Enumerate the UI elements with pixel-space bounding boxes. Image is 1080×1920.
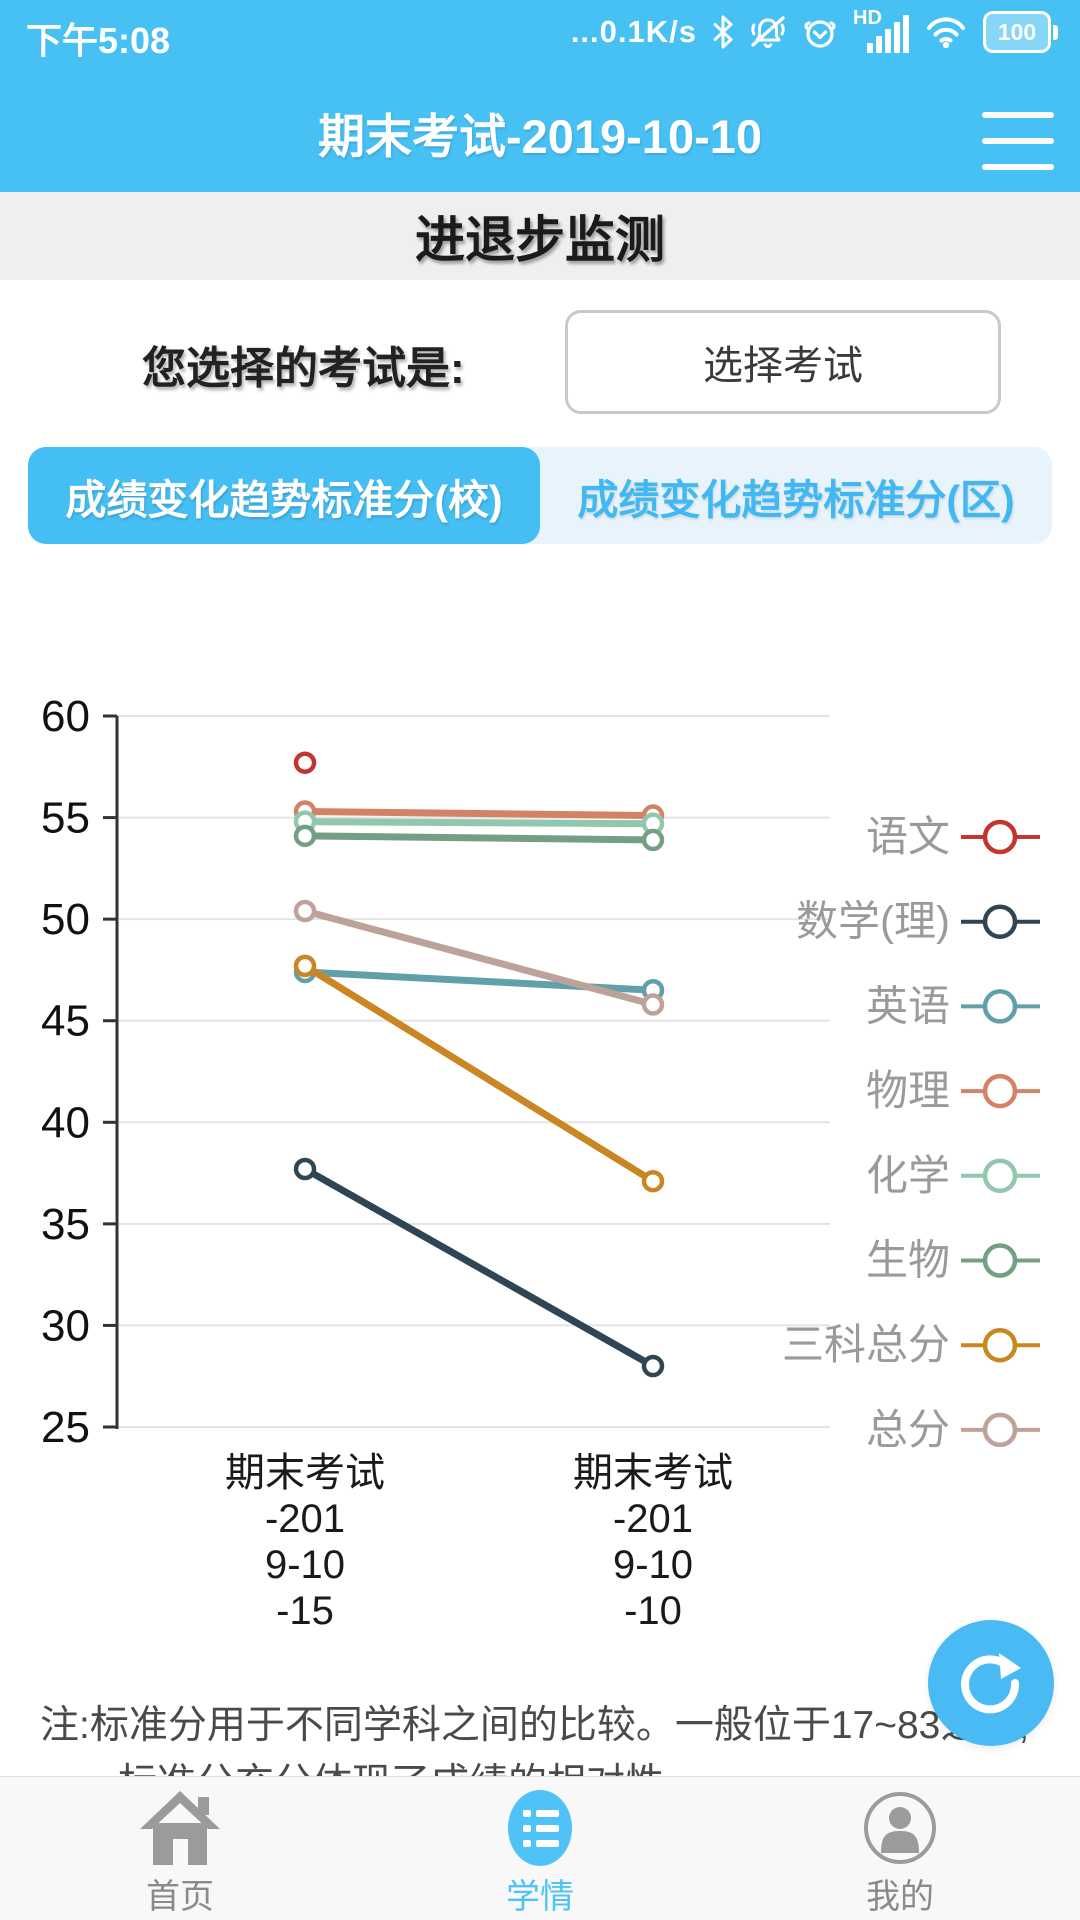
nav-item-report[interactable]: 学情 bbox=[360, 1777, 720, 1920]
legend-label-物理: 物理 bbox=[866, 1067, 950, 1114]
legend-marker bbox=[982, 1073, 1018, 1109]
series-line-生物 bbox=[301, 832, 657, 844]
status-icons: ...0.1K/s HD bbox=[570, 7, 1058, 56]
status-time: 下午5:08 bbox=[26, 20, 171, 61]
section-header: 进退步监测 bbox=[0, 192, 1080, 280]
hd-badge: HD bbox=[853, 7, 882, 29]
legend-marker bbox=[982, 1327, 1018, 1363]
y-tick-label: 55 bbox=[41, 794, 90, 843]
tab-district-standard-score[interactable]: 成绩变化趋势标准分(区) bbox=[577, 476, 1015, 523]
select-exam-button[interactable]: 选择考试 bbox=[565, 310, 1001, 414]
nav-item-home[interactable]: 首页 bbox=[0, 1777, 360, 1920]
report-list-icon bbox=[507, 1789, 573, 1867]
series-line-物理 bbox=[301, 807, 657, 820]
legend-marker bbox=[982, 1243, 1018, 1278]
legend-label-化学: 化学 bbox=[866, 1152, 950, 1199]
data-point-总分 bbox=[293, 899, 317, 923]
bottom-nav: 首页 学情 bbox=[0, 1776, 1080, 1920]
series-line-化学 bbox=[301, 818, 657, 828]
trend-tabs: 成绩变化趋势标准分(校) 成绩变化趋势标准分(区) bbox=[28, 447, 1052, 544]
x-axis-label: 期末考试 bbox=[573, 1451, 733, 1495]
legend-label-语文: 语文 bbox=[866, 813, 950, 860]
x-axis-label: -15 bbox=[276, 1589, 334, 1633]
page-title: 期末考试-2019-10-10 bbox=[317, 110, 763, 163]
signal-bars-icon: HD bbox=[853, 7, 909, 55]
hamburger-menu-icon[interactable] bbox=[982, 112, 1054, 170]
legend-marker bbox=[982, 989, 1018, 1024]
y-tick-label: 50 bbox=[41, 895, 90, 944]
nav-label-home: 首页 bbox=[146, 1878, 214, 1916]
trend-chart: 25 30 35 40 45 50 55 60 期末考试 -201 9-10 -15 期末考试 -201 9… bbox=[0, 560, 1080, 1655]
legend-label-英语: 英语 bbox=[866, 982, 950, 1029]
data-point-生物 bbox=[641, 828, 665, 852]
chart-note-line1: 注:标准分用于不同学科之间的比较。一般位于17~83之间, bbox=[40, 1704, 1030, 1747]
app-bar: 下午5:08 ...0.1K/s HD bbox=[0, 0, 1080, 192]
home-icon bbox=[140, 1789, 220, 1867]
legend-label-三科总分: 三科总分 bbox=[782, 1321, 950, 1368]
data-point-数学(理) bbox=[293, 1157, 317, 1181]
data-point-数学(理) bbox=[641, 1354, 665, 1378]
y-tick-label: 25 bbox=[41, 1403, 90, 1452]
series-line-总分 bbox=[301, 907, 657, 1008]
battery-icon: 100 bbox=[983, 11, 1058, 53]
legend-label-总分: 总分 bbox=[866, 1406, 950, 1453]
refresh-icon bbox=[961, 1653, 1021, 1714]
legend-label-数学(理): 数学(理) bbox=[796, 898, 950, 945]
section-title: 进退步监测 bbox=[415, 212, 665, 268]
bell-muted-icon bbox=[751, 16, 785, 48]
y-tick-label: 40 bbox=[41, 1098, 90, 1147]
y-tick-label: 60 bbox=[41, 692, 90, 741]
data-point-总分 bbox=[641, 993, 665, 1016]
legend-marker bbox=[982, 1158, 1018, 1194]
exam-selector-row: 您选择的考试是: 选择考试 bbox=[0, 280, 1080, 440]
data-point-三科总分 bbox=[641, 1169, 665, 1193]
battery-level: 100 bbox=[997, 18, 1037, 45]
legend-marker bbox=[982, 819, 1018, 855]
nav-label-profile: 我的 bbox=[866, 1878, 934, 1916]
wifi-icon bbox=[927, 17, 965, 49]
legend-marker bbox=[982, 1412, 1018, 1448]
y-tick-label: 35 bbox=[41, 1200, 90, 1249]
legend-marker bbox=[982, 904, 1018, 939]
nav-item-profile[interactable]: 我的 bbox=[720, 1777, 1080, 1920]
status-bar: 下午5:08 ...0.1K/s HD bbox=[0, 0, 1080, 62]
legend-label-生物: 生物 bbox=[866, 1237, 950, 1284]
bluetooth-icon bbox=[713, 15, 733, 49]
x-axis-label: -201 bbox=[265, 1497, 345, 1541]
x-axis-label: -10 bbox=[624, 1589, 682, 1633]
series-line-三科总分 bbox=[301, 962, 657, 1185]
x-axis-label: 期末考试 bbox=[225, 1451, 385, 1495]
tab-school-standard-score[interactable]: 成绩变化趋势标准分(校) bbox=[28, 447, 540, 544]
x-axis-label: 9-10 bbox=[265, 1543, 345, 1587]
refresh-button[interactable] bbox=[928, 1620, 1054, 1746]
y-tick-label: 30 bbox=[41, 1301, 90, 1350]
exam-selector-label: 您选择的考试是: bbox=[142, 344, 465, 393]
y-tick-label: 45 bbox=[41, 997, 90, 1046]
x-axis-label: 9-10 bbox=[613, 1543, 693, 1587]
alarm-icon bbox=[804, 20, 836, 48]
network-speed: ...0.1K/s bbox=[570, 14, 697, 49]
series-line-数学(理) bbox=[301, 1165, 657, 1370]
data-point-语文 bbox=[293, 751, 317, 774]
profile-icon bbox=[863, 1789, 937, 1867]
x-axis-label: -201 bbox=[613, 1497, 693, 1541]
nav-label-report: 学情 bbox=[506, 1878, 574, 1916]
data-point-三科总分 bbox=[293, 954, 317, 978]
data-point-生物 bbox=[293, 824, 317, 848]
trend-chart-svg: 2530354045505560期末考试-2019-10-15期末考试-2019… bbox=[41, 692, 1040, 1633]
